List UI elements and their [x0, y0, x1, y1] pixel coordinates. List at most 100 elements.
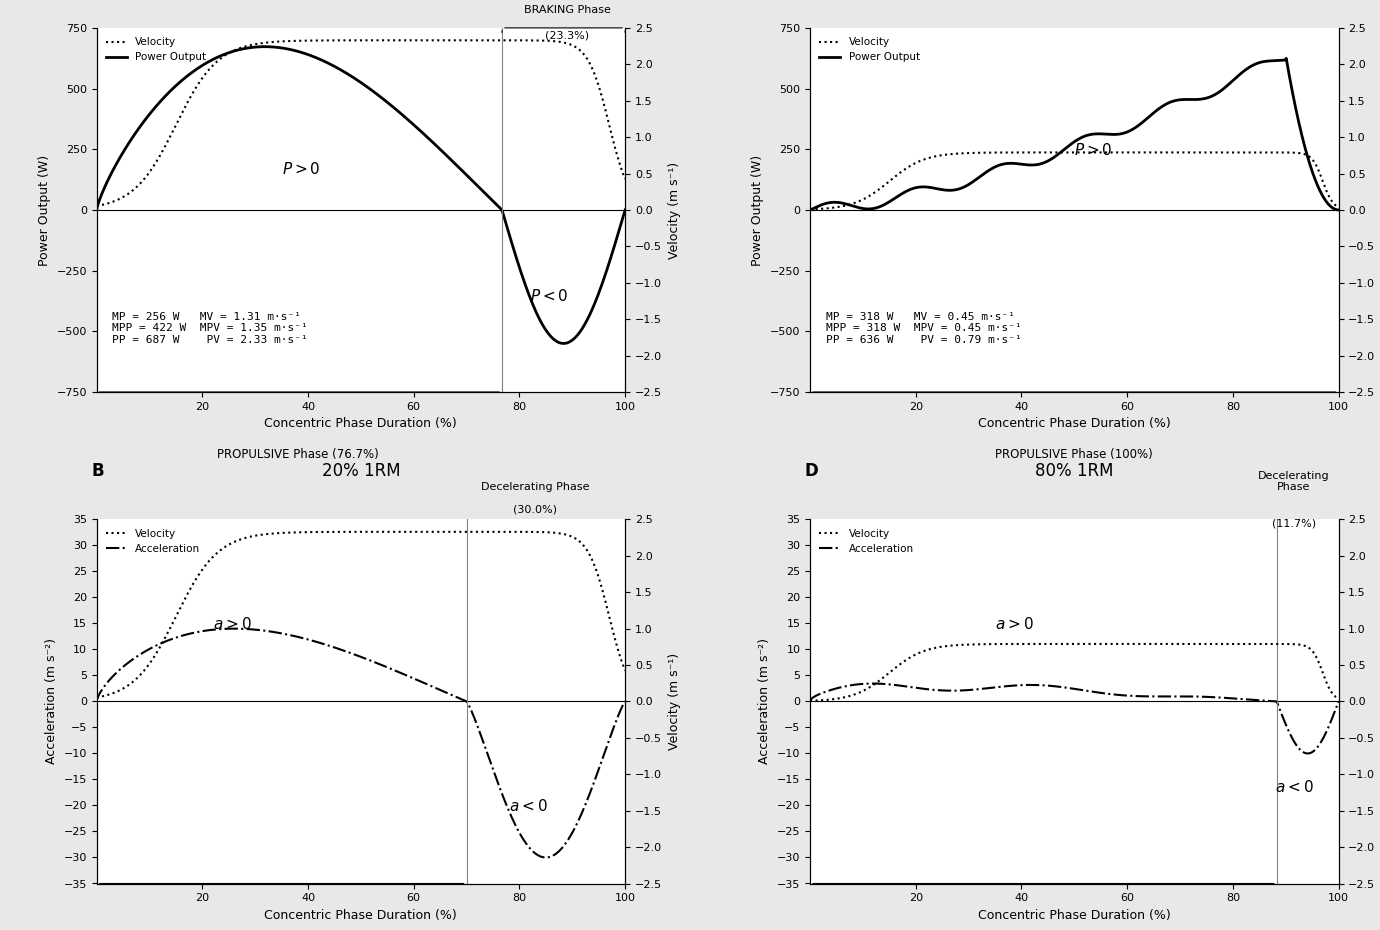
Line: Velocity: Velocity: [97, 532, 625, 698]
Legend: Velocity, Power Output: Velocity, Power Output: [816, 33, 925, 67]
Line: Acceleration: Acceleration: [810, 684, 1339, 753]
Velocity: [322, 526, 338, 538]
Text: 20% 1RM: 20% 1RM: [322, 461, 400, 480]
Text: 80% 1RM: 80% 1RM: [1035, 461, 1114, 480]
Text: $P > 0$: $P > 0$: [1075, 142, 1112, 158]
Power Output: [617, 205, 633, 216]
Power Output: [88, 205, 105, 216]
Text: (11.7%): (11.7%): [1271, 519, 1315, 528]
Power Output: [1278, 53, 1294, 64]
Y-axis label: Velocity (m s⁻¹): Velocity (m s⁻¹): [668, 162, 680, 259]
Acceleration: [802, 696, 818, 707]
Acceleration: [537, 852, 553, 863]
Velocity: [856, 684, 872, 696]
Velocity: [1210, 638, 1227, 649]
Acceleration: [1330, 696, 1347, 707]
Velocity: [1330, 693, 1347, 704]
Power Output: [501, 229, 518, 240]
Velocity: [511, 34, 527, 46]
Text: B: B: [91, 461, 103, 480]
Acceleration: [617, 696, 633, 707]
Velocity: [1016, 638, 1032, 649]
Acceleration: [1214, 692, 1231, 703]
Power Output: [1016, 159, 1032, 170]
Power Output: [1035, 157, 1052, 168]
Line: Velocity: Velocity: [810, 644, 1339, 701]
Velocity: [142, 657, 159, 668]
Text: PROPULSIVE Phase (100%): PROPULSIVE Phase (100%): [995, 447, 1154, 460]
Acceleration: [322, 641, 338, 652]
Velocity: [451, 34, 468, 46]
Velocity: [1224, 147, 1241, 158]
Velocity: [451, 34, 468, 46]
Power Output: [142, 107, 159, 118]
Velocity: [88, 201, 105, 212]
Y-axis label: Power Output (W): Power Output (W): [37, 154, 51, 265]
Line: Power Output: Power Output: [810, 59, 1339, 210]
Acceleration: [88, 696, 105, 707]
Text: (30.0%): (30.0%): [513, 504, 558, 514]
Velocity: [501, 526, 518, 538]
Text: BRAKING Phase: BRAKING Phase: [523, 6, 610, 15]
Legend: Velocity, Power Output: Velocity, Power Output: [102, 33, 210, 67]
Power Output: [1224, 76, 1241, 87]
Velocity: [856, 193, 872, 205]
Text: $P > 0$: $P > 0$: [282, 161, 320, 177]
Velocity: [511, 526, 527, 538]
Text: $a < 0$: $a < 0$: [1275, 779, 1314, 795]
Legend: Velocity, Acceleration: Velocity, Acceleration: [816, 525, 918, 558]
Line: Power Output: Power Output: [97, 46, 625, 343]
Text: $P < 0$: $P < 0$: [530, 288, 569, 304]
Text: (23.3%): (23.3%): [545, 31, 589, 41]
Acceleration: [1035, 680, 1052, 691]
Velocity: [1224, 638, 1241, 649]
Text: MP = 318 W   MV = 0.45 m·s⁻¹
MPP = 318 W  MPV = 0.45 m·s⁻¹
PP = 636 W    PV = 0.: MP = 318 W MV = 0.45 m·s⁻¹ MPP = 318 W M…: [827, 312, 1021, 345]
Acceleration: [1016, 680, 1032, 691]
Velocity: [302, 35, 319, 46]
Acceleration: [1300, 748, 1317, 759]
Acceleration: [1224, 693, 1241, 704]
Text: $a < 0$: $a < 0$: [509, 798, 548, 814]
Text: C: C: [805, 0, 817, 3]
Power Output: [1330, 205, 1347, 216]
Power Output: [802, 205, 818, 216]
Acceleration: [142, 643, 159, 654]
Velocity: [1035, 638, 1052, 649]
Y-axis label: Acceleration (m s⁻²): Acceleration (m s⁻²): [44, 639, 58, 764]
Velocity: [451, 526, 468, 538]
Acceleration: [864, 678, 880, 689]
Y-axis label: Acceleration (m s⁻²): Acceleration (m s⁻²): [759, 639, 771, 764]
Power Output: [302, 50, 319, 61]
X-axis label: Concentric Phase Duration (%): Concentric Phase Duration (%): [265, 909, 457, 922]
Text: D: D: [805, 461, 818, 480]
Acceleration: [501, 806, 518, 817]
Velocity: [802, 204, 818, 215]
Legend: Velocity, Acceleration: Velocity, Acceleration: [102, 525, 204, 558]
Velocity: [1035, 147, 1052, 158]
Velocity: [1210, 147, 1227, 158]
Velocity: [1165, 147, 1181, 158]
Power Output: [1165, 96, 1181, 107]
Velocity: [1214, 638, 1231, 649]
Power Output: [511, 259, 527, 271]
Line: Velocity: Velocity: [810, 153, 1339, 209]
Text: Decelerating
Phase: Decelerating Phase: [1257, 471, 1329, 492]
Text: Decelerating Phase: Decelerating Phase: [482, 483, 589, 492]
Velocity: [322, 34, 338, 46]
Y-axis label: Velocity (m s⁻¹): Velocity (m s⁻¹): [668, 653, 680, 750]
Text: A: A: [91, 0, 103, 3]
Velocity: [1214, 147, 1231, 158]
Y-axis label: Power Output (W): Power Output (W): [751, 154, 765, 265]
X-axis label: Concentric Phase Duration (%): Concentric Phase Duration (%): [978, 909, 1170, 922]
Velocity: [451, 526, 468, 538]
Velocity: [802, 696, 818, 707]
Acceleration: [511, 826, 527, 837]
X-axis label: Concentric Phase Duration (%): Concentric Phase Duration (%): [265, 418, 457, 431]
X-axis label: Concentric Phase Duration (%): Concentric Phase Duration (%): [978, 418, 1170, 431]
Text: PROPULSIVE Phase (76.7%): PROPULSIVE Phase (76.7%): [217, 447, 378, 460]
Power Output: [856, 203, 872, 214]
Text: $a > 0$: $a > 0$: [213, 616, 251, 631]
Power Output: [451, 163, 468, 174]
Power Output: [556, 338, 573, 349]
Line: Acceleration: Acceleration: [97, 629, 625, 857]
